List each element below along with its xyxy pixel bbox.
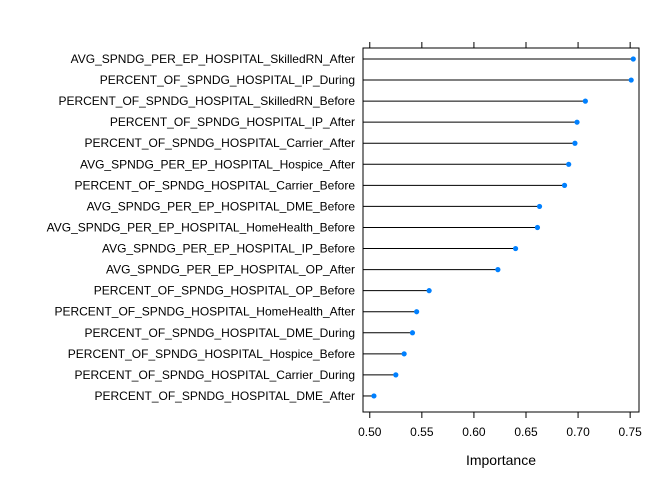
x-axis-title: Importance <box>466 452 536 468</box>
importance-point <box>409 330 416 336</box>
feature-label: PERCENT_OF_SPNDG_HOSPITAL_Carrier_During <box>74 368 355 382</box>
feature-label: PERCENT_OF_SPNDG_HOSPITAL_Carrier_After <box>84 136 355 150</box>
feature-label: PERCENT_OF_SPNDG_HOSPITAL_DME_During <box>84 326 355 340</box>
feature-label: AVG_SPNDG_PER_EP_HOSPITAL_SkilledRN_Afte… <box>71 52 355 66</box>
feature-label: PERCENT_OF_SPNDG_HOSPITAL_IP_After <box>110 115 355 129</box>
importance-point <box>582 98 588 104</box>
x-tick-label: 0.70 <box>566 425 590 439</box>
importance-point <box>566 161 572 167</box>
x-tick-label: 0.60 <box>462 425 486 439</box>
importance-point <box>630 56 636 62</box>
importance-point <box>414 309 420 315</box>
feature-label: AVG_SPNDG_PER_EP_HOSPITAL_HomeHealth_Bef… <box>47 220 356 234</box>
x-tick-label: 0.55 <box>410 425 434 439</box>
importance-point <box>561 182 568 188</box>
bottom-axis-ticks <box>369 412 631 418</box>
top-axis-ticks <box>369 42 631 48</box>
importance-point <box>536 203 543 210</box>
x-axis-tick-labels: 0.50 0.55 0.60 0.65 0.70 0.75 <box>358 425 642 439</box>
feature-label: PERCENT_OF_SPNDG_HOSPITAL_SkilledRN_Befo… <box>58 94 355 108</box>
importance-point <box>512 245 519 252</box>
feature-labels: AVG_SPNDG_PER_EP_HOSPITAL_SkilledRN_Afte… <box>47 52 356 403</box>
feature-label: PERCENT_OF_SPNDG_HOSPITAL_Hospice_Before <box>68 347 356 361</box>
importance-stems <box>363 58 634 397</box>
importance-point <box>574 119 580 125</box>
feature-label: PERCENT_OF_SPNDG_HOSPITAL_IP_During <box>100 73 355 87</box>
feature-label: AVG_SPNDG_PER_EP_HOSPITAL_OP_After <box>106 263 355 277</box>
feature-label: AVG_SPNDG_PER_EP_HOSPITAL_IP_Before <box>102 242 355 256</box>
x-tick-label: 0.75 <box>618 425 642 439</box>
importance-point <box>371 393 377 399</box>
feature-label: AVG_SPNDG_PER_EP_HOSPITAL_DME_Before <box>87 199 356 213</box>
plot-panel <box>362 47 640 413</box>
feature-label: AVG_SPNDG_PER_EP_HOSPITAL_Hospice_After <box>80 157 355 171</box>
feature-label: PERCENT_OF_SPNDG_HOSPITAL_DME_After <box>94 389 355 403</box>
importance-point <box>426 288 432 294</box>
feature-label: PERCENT_OF_SPNDG_HOSPITAL_HomeHealth_Aft… <box>54 305 355 319</box>
importance-point <box>534 224 541 231</box>
feature-label: PERCENT_OF_SPNDG_HOSPITAL_Carrier_Before <box>74 178 355 192</box>
x-tick-label: 0.50 <box>358 425 382 439</box>
x-tick-label: 0.65 <box>514 425 538 439</box>
importance-point <box>401 351 407 357</box>
feature-label: PERCENT_OF_SPNDG_HOSPITAL_OP_Before <box>94 284 356 298</box>
importance-points <box>371 56 636 399</box>
importance-point <box>393 372 399 378</box>
importance-point <box>572 140 578 146</box>
importance-point <box>495 267 501 273</box>
importance-point <box>628 77 634 83</box>
